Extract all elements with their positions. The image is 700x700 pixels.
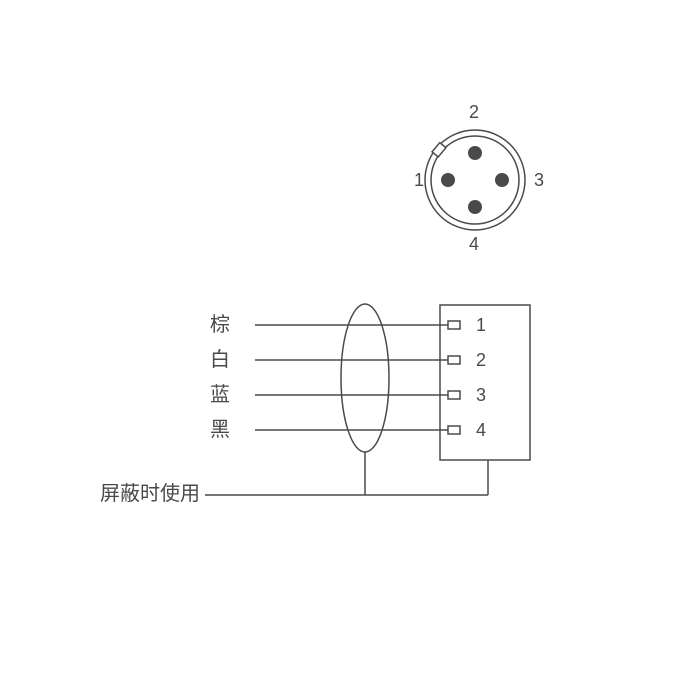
pin-number: 1 [414,170,424,190]
pin-number: 4 [469,234,479,254]
terminal-number: 3 [476,385,486,405]
wire-color-label: 蓝 [210,383,230,406]
terminal-number: 4 [476,420,486,440]
pin-number: 2 [469,102,479,122]
shield-label: 屏蔽时使用 [100,482,200,505]
wire-color-label: 棕 [210,313,230,336]
connector-pin [468,146,482,160]
connector-pin [441,173,455,187]
pin-number: 3 [534,170,544,190]
wiring-diagram: 1 2 3 4 1 棕 2 白 3 蓝 4 黑屏蔽时使用 [0,0,700,700]
connector-pin [468,200,482,214]
wire-color-label: 黑 [210,419,230,441]
terminal-number: 2 [476,350,486,370]
connector-pin [495,173,509,187]
wire-color-label: 白 [210,348,230,371]
terminal-number: 1 [476,315,486,335]
